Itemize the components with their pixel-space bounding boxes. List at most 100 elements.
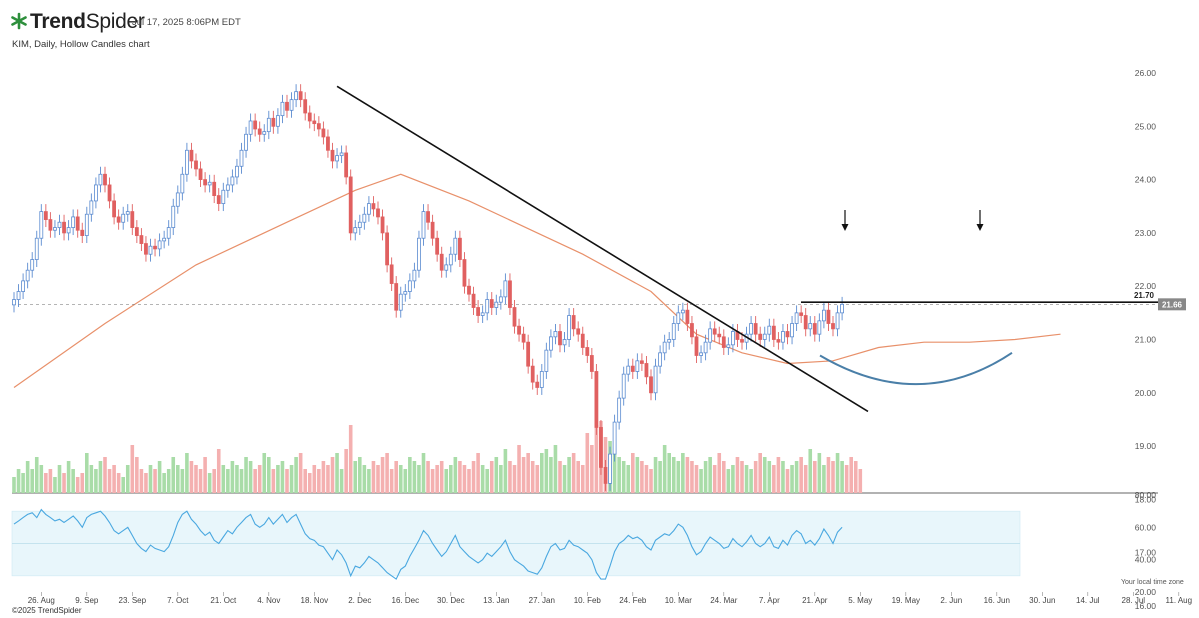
candle: [799, 312, 804, 316]
price-tick-label: 23.00: [1135, 228, 1157, 238]
candle: [553, 331, 558, 338]
volume-bar: [339, 469, 344, 493]
candle: [831, 323, 835, 330]
x-tick-label: 28. Jul: [1122, 596, 1146, 605]
volume-bar: [758, 453, 762, 493]
candle: [580, 333, 585, 348]
volume-bar: [494, 457, 499, 493]
volume-bar: [476, 453, 480, 493]
volume-bar: [831, 461, 835, 493]
volume-bar: [562, 465, 567, 493]
candle: [171, 205, 176, 228]
volume-bar: [467, 469, 471, 493]
volume-bar: [803, 465, 808, 493]
x-tick-label: 5. May: [848, 596, 872, 605]
candle: [562, 339, 567, 346]
candle: [812, 323, 817, 335]
candle: [194, 160, 198, 170]
candle: [289, 99, 294, 111]
volume-bar: [631, 453, 635, 493]
candle: [366, 203, 371, 215]
volume-bar: [790, 465, 794, 493]
candle: [521, 333, 526, 343]
candle: [549, 336, 553, 351]
volume-bar: [612, 453, 617, 493]
candle: [526, 341, 531, 367]
volume-bar: [253, 469, 257, 493]
candle: [608, 453, 612, 484]
volume-bar: [676, 461, 681, 493]
candle: [216, 195, 221, 204]
volume-bar: [580, 465, 585, 493]
x-tick-label: 30. Dec: [437, 596, 465, 605]
candle: [417, 237, 421, 271]
volume-bar: [303, 469, 307, 493]
volume-bar: [276, 465, 280, 493]
timestamp: Jul 17, 2025 8:06PM EDT: [132, 17, 241, 28]
candle: [530, 365, 535, 383]
last-price-tag: [1158, 298, 1186, 311]
x-tick-label: 21. Oct: [210, 596, 237, 605]
candle: [148, 245, 153, 255]
volume-bar: [430, 469, 435, 493]
candle: [758, 333, 763, 340]
candle: [116, 216, 121, 223]
candle: [48, 219, 53, 231]
candle: [262, 131, 267, 135]
candle: [321, 128, 326, 138]
volume-bar: [503, 449, 508, 493]
volume-bar: [389, 469, 394, 493]
candle: [421, 211, 426, 239]
volume-bar: [590, 445, 594, 493]
price-tick-label: 17.00: [1135, 548, 1157, 558]
candle: [439, 253, 444, 271]
candle: [25, 269, 30, 282]
price-tick-label: 21.00: [1135, 335, 1157, 345]
rsi-tick-label: 20.00: [1135, 587, 1157, 597]
candle: [621, 373, 626, 399]
volume-bar: [444, 469, 449, 493]
volume-bar: [540, 453, 544, 493]
candle: [640, 360, 644, 364]
x-tick-label: 2. Dec: [348, 596, 371, 605]
candle: [480, 312, 485, 316]
candle: [808, 323, 813, 330]
candle: [348, 176, 353, 234]
volume-bar: [717, 453, 722, 493]
volume-bar: [694, 465, 699, 493]
candle: [803, 315, 808, 330]
volume-bar: [189, 461, 194, 493]
volume-bar: [712, 465, 717, 493]
candle: [767, 325, 772, 335]
candle: [316, 123, 321, 130]
trendspider-logo-icon: [11, 12, 27, 30]
candle: [125, 211, 130, 215]
price-tick-label: 18.00: [1135, 494, 1157, 504]
candle: [457, 237, 462, 260]
candle: [567, 315, 571, 340]
volume-bar: [749, 469, 753, 493]
rounding-bottom-arc: [819, 351, 1013, 386]
candle: [539, 371, 544, 388]
x-tick-label: 9. Sep: [75, 596, 99, 605]
volume-bar: [426, 461, 430, 493]
volume-bar: [66, 461, 71, 493]
candle: [21, 280, 26, 292]
price-tick-label: 20.00: [1135, 388, 1157, 398]
candle: [776, 339, 781, 343]
volume-bar: [594, 425, 599, 493]
volume-bar: [353, 461, 358, 493]
last-price-label: 21.66: [1162, 300, 1183, 309]
candle: [576, 328, 581, 335]
candle: [253, 120, 258, 130]
volume-bar: [799, 457, 803, 493]
x-tick-label: 11. Aug: [1166, 596, 1193, 605]
candle: [699, 352, 703, 356]
candle: [312, 120, 317, 125]
candle: [503, 280, 508, 298]
volume-bar: [653, 457, 658, 493]
candle: [207, 181, 212, 186]
candle: [721, 336, 726, 348]
candle: [43, 211, 48, 220]
